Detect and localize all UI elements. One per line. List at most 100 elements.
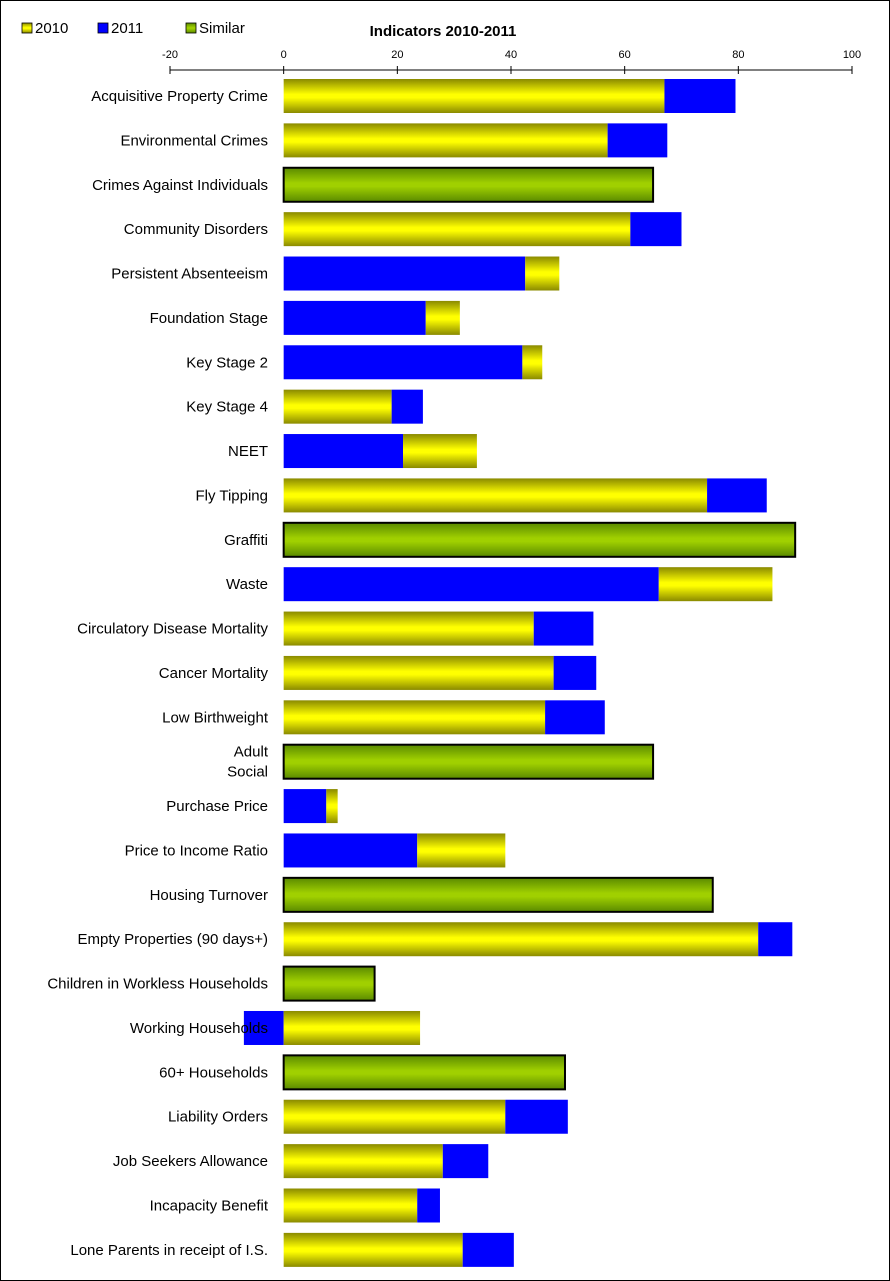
category-label: Environmental Crimes bbox=[120, 132, 268, 149]
category-row: Working Households bbox=[130, 1010, 421, 1045]
category-row: 60+ Households bbox=[159, 1054, 566, 1091]
category-label: Empty Properties (90 days+) bbox=[78, 931, 269, 948]
category-row: Children in Workless Households bbox=[47, 965, 376, 1002]
category-label: Housing Turnover bbox=[150, 887, 268, 904]
x-tick-label: -20 bbox=[162, 49, 178, 61]
bar-2010 bbox=[522, 345, 543, 380]
category-row: Community Disorders bbox=[124, 212, 682, 247]
bar-2010 bbox=[658, 567, 773, 602]
x-tick-label: 20 bbox=[391, 49, 403, 61]
category-label: Liability Orders bbox=[168, 1109, 268, 1126]
category-label: Circulatory Disease Mortality bbox=[77, 621, 268, 638]
category-row: Foundation Stage bbox=[150, 300, 460, 335]
category-label: Persistent Absenteeism bbox=[111, 266, 268, 283]
bar-2010 bbox=[283, 1144, 443, 1179]
x-tick-label: 60 bbox=[619, 49, 631, 61]
category-label: Low Birthweight bbox=[162, 709, 269, 726]
category-row: Low Birthweight bbox=[162, 700, 605, 735]
category-label: Adult Social bbox=[227, 744, 269, 781]
category-label: Purchase Price bbox=[166, 798, 268, 815]
category-row: Cancer Mortality bbox=[159, 655, 597, 690]
category-label: NEET bbox=[228, 443, 268, 460]
bar-similar bbox=[282, 965, 376, 1002]
category-label-line: Social bbox=[227, 764, 268, 781]
bar-2011 bbox=[505, 1099, 568, 1134]
bar-2010 bbox=[403, 434, 477, 469]
bar-2011 bbox=[462, 1232, 514, 1267]
category-label: Incapacity Benefit bbox=[150, 1198, 269, 1215]
legend-label: 2011 bbox=[111, 20, 143, 37]
category-label: Price to Income Ratio bbox=[125, 842, 268, 859]
x-tick-label: 80 bbox=[732, 49, 744, 61]
x-tick-label: 100 bbox=[843, 49, 861, 61]
category-row: Liability Orders bbox=[168, 1099, 568, 1134]
bar-similar bbox=[282, 166, 655, 203]
bar-2010 bbox=[283, 1099, 506, 1134]
category-row: Circulatory Disease Mortality bbox=[77, 611, 594, 646]
category-label-line: Adult bbox=[234, 744, 269, 761]
bar-2011 bbox=[283, 256, 526, 291]
category-row: Purchase Price bbox=[166, 789, 338, 824]
bar-2011 bbox=[607, 123, 668, 158]
category-row: Acquisitive Property Crime bbox=[91, 79, 736, 113]
legend-swatch bbox=[97, 22, 109, 34]
bar-2010 bbox=[417, 833, 506, 868]
bar-2011 bbox=[664, 79, 736, 113]
category-row: Environmental Crimes bbox=[120, 123, 668, 158]
bar-2011 bbox=[283, 300, 426, 335]
category-label: Lone Parents in receipt of I.S. bbox=[70, 1242, 268, 1259]
chart-title: Indicators 2010-2011 bbox=[370, 23, 517, 40]
category-row: Waste bbox=[226, 567, 773, 602]
category-row: Adult Social bbox=[227, 743, 655, 781]
bar-2011 bbox=[533, 611, 594, 646]
bar-2010 bbox=[283, 655, 554, 690]
category-label: Community Disorders bbox=[124, 221, 268, 238]
bar-2010 bbox=[283, 1188, 418, 1223]
category-row: Graffiti bbox=[224, 521, 797, 558]
bar-2010 bbox=[283, 922, 759, 957]
x-tick-label: 0 bbox=[281, 49, 287, 61]
bar-2010 bbox=[425, 300, 460, 335]
category-label: 60+ Households bbox=[159, 1064, 268, 1081]
bar-2011 bbox=[283, 567, 659, 602]
bar-2011 bbox=[553, 655, 597, 690]
category-label: Key Stage 4 bbox=[186, 399, 268, 416]
bar-2011 bbox=[758, 922, 793, 957]
category-row: Job Seekers Allowance bbox=[113, 1144, 489, 1179]
category-label: Children in Workless Households bbox=[47, 976, 268, 993]
bar-2010 bbox=[283, 389, 392, 424]
category-row: Housing Turnover bbox=[150, 876, 714, 913]
category-label: Working Households bbox=[130, 1020, 268, 1037]
category-label: Key Stage 2 bbox=[186, 354, 268, 371]
category-row: Persistent Absenteeism bbox=[111, 256, 560, 291]
x-axis: -20 0 20 40 60 80 100 bbox=[162, 49, 861, 74]
bar-2011 bbox=[283, 789, 327, 824]
bar-similar bbox=[282, 1054, 566, 1091]
category-row: Fly Tipping bbox=[195, 478, 767, 513]
plot-area: Acquisitive Property Crime Environmental … bbox=[47, 79, 797, 1267]
bar-similar bbox=[282, 743, 655, 780]
category-row: Crimes Against Individuals bbox=[92, 166, 655, 203]
x-tick-label: 40 bbox=[505, 49, 517, 61]
category-row: Key Stage 4 bbox=[186, 389, 423, 424]
category-row: Key Stage 2 bbox=[186, 345, 543, 380]
bar-2010 bbox=[283, 1010, 421, 1045]
bar-2011 bbox=[545, 700, 605, 735]
bar-2011 bbox=[630, 212, 682, 247]
bar-2011 bbox=[283, 434, 404, 469]
bar-2011 bbox=[243, 1010, 284, 1045]
bar-2010 bbox=[525, 256, 560, 291]
legend-swatch bbox=[21, 22, 33, 34]
legend-label: Similar bbox=[199, 20, 245, 37]
bar-2010 bbox=[326, 789, 338, 824]
category-row: Empty Properties (90 days+) bbox=[78, 922, 793, 957]
category-row: Price to Income Ratio bbox=[125, 833, 506, 868]
category-label: Job Seekers Allowance bbox=[113, 1153, 268, 1170]
bar-2010 bbox=[283, 79, 665, 113]
category-label: Cancer Mortality bbox=[159, 665, 269, 682]
category-row: Incapacity Benefit bbox=[150, 1188, 440, 1223]
bar-2011 bbox=[707, 478, 767, 513]
category-label: Acquisitive Property Crime bbox=[91, 88, 268, 105]
legend-item-similar: Similar bbox=[185, 20, 245, 37]
